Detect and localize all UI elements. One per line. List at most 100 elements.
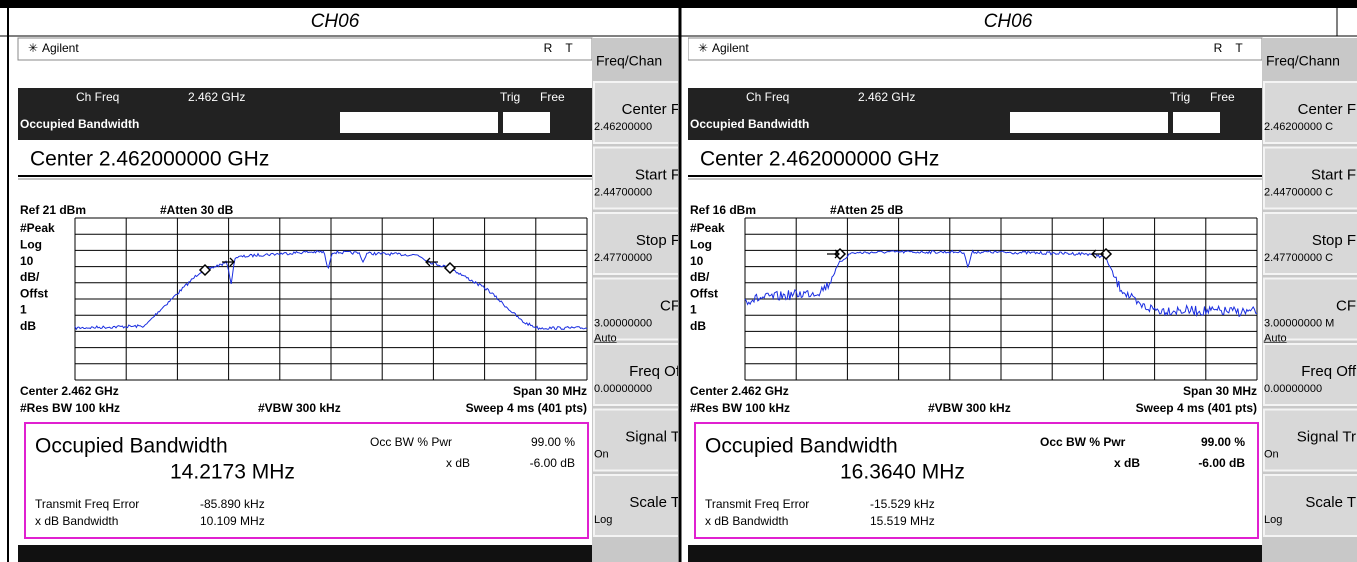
scale-label: dB xyxy=(690,319,706,333)
softkey-label: Center F xyxy=(1298,101,1356,118)
softkey-label: Freq Of xyxy=(629,363,681,380)
softkey-label: Center F xyxy=(622,101,680,118)
softkey[interactable] xyxy=(1263,146,1357,210)
softkey[interactable] xyxy=(593,408,694,472)
label: Occ BW % Pwr xyxy=(370,435,452,449)
softkey-extra: Auto xyxy=(1264,332,1287,344)
softkey-label: CF xyxy=(660,297,680,314)
value: Free xyxy=(1210,90,1235,104)
logo: ✳ xyxy=(698,41,708,55)
center-freq: Center 2.462 GHz xyxy=(20,384,119,398)
label: x dB xyxy=(446,456,470,470)
softkey-value: 0.00000000 xyxy=(1264,383,1322,395)
softkey[interactable] xyxy=(1263,81,1357,144)
softkey-label: Stop F xyxy=(636,232,680,249)
softkey-value: 3.00000000 xyxy=(594,317,652,329)
logo: ✳ xyxy=(28,41,38,55)
softkey[interactable] xyxy=(1263,277,1357,341)
label: Ch Freq xyxy=(76,90,119,104)
top-strip xyxy=(0,0,1357,8)
scale-label: #Peak xyxy=(20,221,55,235)
softkey[interactable] xyxy=(593,277,694,341)
marker-arrow xyxy=(222,257,235,267)
value: -15.529 kHz xyxy=(870,497,935,511)
span: Span 30 MHz xyxy=(1183,384,1257,398)
scale-label: dB/ xyxy=(20,270,40,284)
result-title: Occupied Bandwidth xyxy=(35,435,228,458)
scale-label: Offst xyxy=(20,286,48,300)
label: Ch Freq xyxy=(746,90,789,104)
bottom-bar xyxy=(688,545,1348,562)
softkey[interactable] xyxy=(593,81,694,144)
softkey-label: Start F xyxy=(635,166,680,183)
status: R xyxy=(544,41,553,55)
softkey[interactable] xyxy=(1263,408,1357,472)
mode: Occupied Bandwidth xyxy=(20,117,139,131)
softkey-label: Signal Tr xyxy=(1297,428,1356,445)
softkey[interactable] xyxy=(1263,212,1357,275)
attenuation: #Atten 30 dB xyxy=(160,203,234,217)
menu-title: Freq/Chann xyxy=(1266,53,1340,69)
label: x dB xyxy=(1114,456,1140,470)
label: x dB Bandwidth xyxy=(705,514,788,528)
title-bar xyxy=(688,37,1263,61)
value: 99.00 % xyxy=(1201,435,1245,449)
active-function: Center 2.462000000 GHz xyxy=(30,148,269,171)
softkey-value: 0.00000000 xyxy=(594,383,652,395)
marker xyxy=(833,247,847,261)
mode: Occupied Bandwidth xyxy=(690,117,809,131)
softkey[interactable] xyxy=(593,474,694,537)
softkey-value: 2.44700000 xyxy=(594,186,652,198)
title-bar xyxy=(17,37,593,61)
marker-arrow xyxy=(1091,249,1104,259)
label: Transmit Freq Error xyxy=(705,497,809,511)
softkey-extra: Auto xyxy=(594,332,617,344)
value: 99.00 % xyxy=(531,435,575,449)
status: T xyxy=(1235,41,1243,55)
trace xyxy=(74,249,588,331)
brand: Agilent xyxy=(712,41,749,55)
softkey-label: Scale T xyxy=(1305,494,1356,511)
analyzer-panel: ✳ Agilent R T Ch Freq 2.462 GHz Trig Free Occupi… xyxy=(688,37,1357,562)
occupied-bandwidth: 14.2173 MHz xyxy=(170,461,295,484)
scale-label: Log xyxy=(690,237,712,251)
softkey[interactable] xyxy=(1263,474,1357,537)
marker xyxy=(443,261,457,275)
scale-label: dB/ xyxy=(690,270,710,284)
menu-title: Freq/Chan xyxy=(596,53,662,69)
status: T xyxy=(565,41,573,55)
value: 10.109 MHz xyxy=(200,514,265,528)
trace xyxy=(744,249,1258,318)
marker-arrow xyxy=(425,257,438,267)
scale-label: dB xyxy=(20,319,36,333)
label: Transmit Freq Error xyxy=(35,497,139,511)
label: Occ BW % Pwr xyxy=(1040,435,1126,449)
scale-label: 10 xyxy=(20,254,34,268)
softkey[interactable] xyxy=(593,343,694,406)
marker xyxy=(198,263,212,277)
attenuation: #Atten 25 dB xyxy=(830,203,904,217)
result-box xyxy=(24,422,589,539)
header-title: CH06 xyxy=(311,11,360,32)
softkey-value: 2.47700000 C xyxy=(1264,252,1333,264)
softkey-label: Signal T xyxy=(625,428,680,445)
scale-label: Offst xyxy=(690,286,718,300)
softkey-value: 2.46200000 C xyxy=(1264,121,1333,133)
span: Span 30 MHz xyxy=(513,384,587,398)
softkey[interactable] xyxy=(593,146,694,210)
softkey-value: Log xyxy=(1264,514,1282,526)
input-box xyxy=(340,112,498,133)
softkey[interactable] xyxy=(593,212,694,275)
vbw: #VBW 300 kHz xyxy=(928,401,1011,415)
vbw: #VBW 300 kHz xyxy=(258,401,341,415)
input-box xyxy=(503,112,550,133)
value: -85.890 kHz xyxy=(200,497,265,511)
rbw: #Res BW 100 kHz xyxy=(690,401,790,415)
softkey[interactable] xyxy=(1263,343,1357,406)
input-box xyxy=(1173,112,1220,133)
bottom-bar xyxy=(18,545,678,562)
marker xyxy=(1099,247,1113,261)
softkey-value: On xyxy=(1264,448,1279,460)
input-box xyxy=(1010,112,1168,133)
